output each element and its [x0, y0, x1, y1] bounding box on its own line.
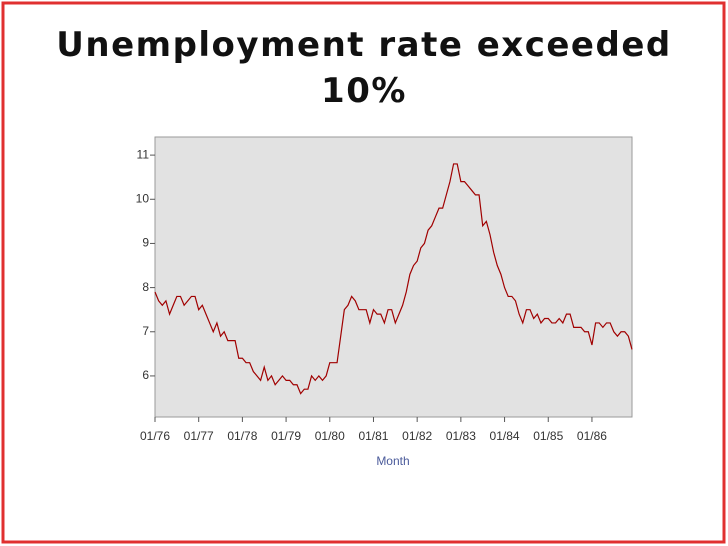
- y-tick-label: 8: [142, 280, 149, 294]
- y-tick-label: 7: [142, 324, 149, 338]
- y-tick-label: 6: [142, 368, 149, 382]
- x-tick-label: 01/77: [184, 429, 214, 443]
- x-tick-label: 01/80: [315, 429, 345, 443]
- line: [154, 163, 633, 395]
- plot-area: [154, 136, 633, 418]
- x-tick-label: 01/85: [533, 429, 563, 443]
- x-tick-label: 01/86: [577, 429, 607, 443]
- x-tick-label: 01/76: [140, 429, 170, 443]
- y-tick-label: 11: [137, 147, 150, 161]
- y-tick-label: 9: [142, 236, 149, 250]
- title: Unemployment rate exceeded 10%: [56, 25, 672, 111]
- x-tick-label: 01/84: [490, 429, 520, 443]
- x-tick-label: 01/79: [271, 429, 301, 443]
- x-axis-label: Month: [376, 454, 409, 468]
- y-tick-label: 10: [136, 191, 150, 205]
- x-tick-label: 01/83: [446, 429, 476, 443]
- x-tick-label: 01/81: [358, 429, 388, 443]
- x-tick-label: 01/78: [227, 429, 257, 443]
- x-tick-label: 01/82: [402, 429, 432, 443]
